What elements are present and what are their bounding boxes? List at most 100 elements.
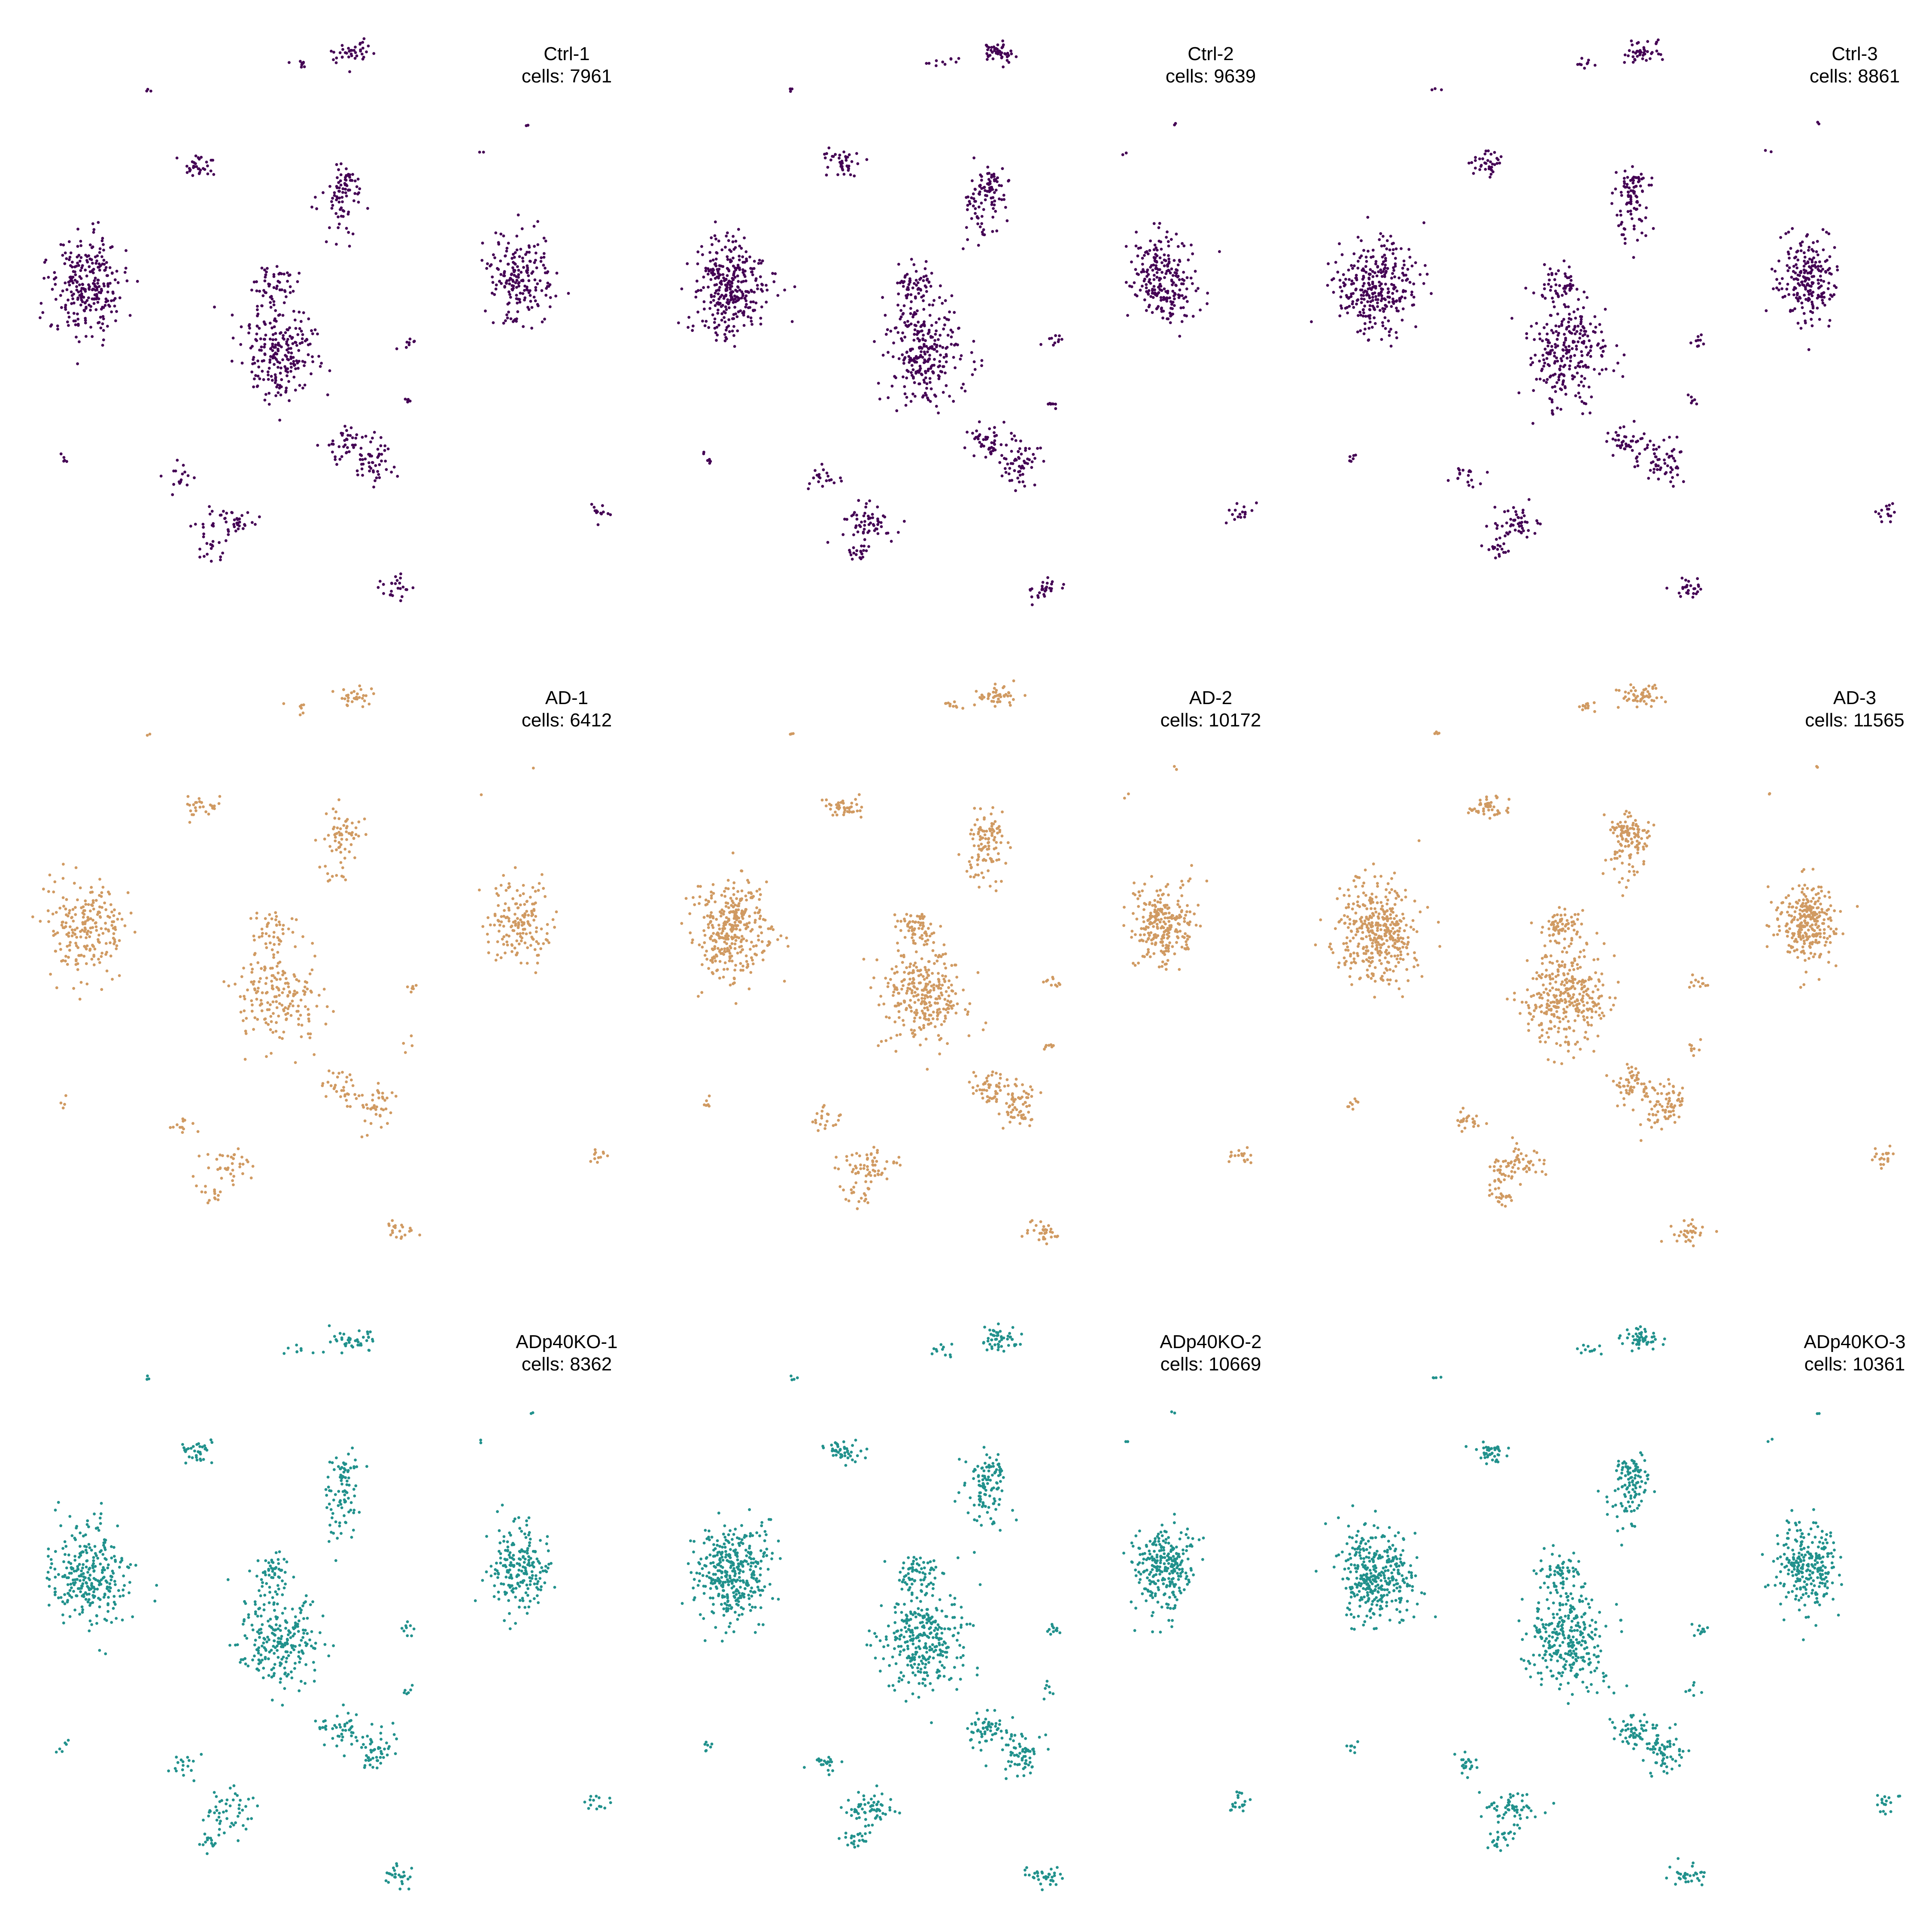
cell-point [729, 260, 732, 264]
cell-point [1049, 589, 1053, 592]
cell-point [345, 1099, 348, 1102]
cell-point [1551, 409, 1554, 412]
cell-point [691, 329, 694, 332]
cell-point [502, 322, 505, 325]
cell-point [1406, 267, 1410, 271]
cell-point [512, 252, 515, 256]
cell-point [547, 285, 550, 288]
cell-point [290, 917, 294, 920]
cell-point [1380, 290, 1383, 293]
cell-point [358, 187, 361, 190]
cell-point [1045, 581, 1049, 585]
cell-point [828, 479, 831, 482]
cell-point [328, 845, 331, 848]
cell-point [66, 914, 70, 917]
cell-point [926, 277, 929, 281]
cell-point [1367, 327, 1371, 330]
cell-point [331, 197, 334, 200]
cell-point [1371, 292, 1375, 296]
cell-point [337, 841, 341, 844]
cell-point [1626, 176, 1629, 179]
cell-point [759, 261, 763, 265]
cell-point [296, 333, 300, 336]
cell-point [267, 367, 271, 370]
cell-point [496, 940, 499, 943]
cell-point [1513, 529, 1517, 532]
cell-point [74, 323, 77, 326]
cell-point [1583, 333, 1586, 336]
cell-point [91, 944, 94, 947]
cell-point [978, 420, 981, 423]
cell-point [711, 956, 714, 960]
cell-point [1684, 578, 1687, 582]
cell-point [876, 505, 879, 509]
cell-point [1551, 297, 1554, 300]
cell-point [183, 471, 186, 474]
cell-point [1622, 233, 1625, 236]
cell-point [260, 1009, 264, 1012]
cell-point [1670, 454, 1674, 458]
cell-point [904, 404, 908, 407]
cell-point [722, 975, 725, 979]
cell-point [275, 978, 278, 981]
cell-point [1632, 227, 1636, 231]
umap-panel: Ctrl-2 cells: 9639 [644, 0, 1288, 644]
cell-point [1495, 527, 1499, 530]
cell-point [286, 271, 289, 274]
cell-point [391, 1229, 394, 1232]
cell-point [1170, 303, 1173, 306]
cell-point [286, 371, 289, 374]
cell-point [345, 52, 348, 55]
cell-point [1623, 242, 1627, 245]
cell-point [1183, 314, 1186, 317]
cell-point [1149, 266, 1152, 269]
cell-point [335, 874, 338, 877]
cell-point [148, 732, 152, 736]
cell-point [1557, 378, 1561, 382]
cell-point [1671, 468, 1674, 471]
cell-point [991, 57, 995, 61]
cell-point [1365, 260, 1368, 263]
cell-point [1546, 332, 1549, 336]
cell-point [1241, 510, 1244, 513]
cell-point [1514, 510, 1517, 513]
cell-point [516, 926, 520, 930]
cell-point [525, 932, 528, 936]
cell-point [1391, 272, 1394, 275]
cell-point [62, 243, 65, 246]
cell-point [1638, 204, 1641, 207]
cell-point [491, 281, 495, 284]
cell-point [97, 911, 100, 914]
cell-point [508, 293, 511, 296]
cell-point [1643, 52, 1646, 56]
cell-point [109, 954, 112, 958]
cell-point [314, 838, 317, 842]
cell-point [92, 302, 96, 305]
cell-point [740, 246, 743, 250]
cell-point [309, 989, 313, 993]
cell-point [91, 335, 94, 338]
cell-point [1136, 254, 1139, 258]
cell-point [972, 197, 975, 200]
cell-point [730, 285, 733, 288]
cell-point [1142, 268, 1145, 271]
cell-point [977, 205, 981, 209]
cell-point [337, 186, 341, 189]
cell-point [234, 982, 237, 986]
cell-point [1368, 273, 1371, 276]
cell-point [1043, 595, 1046, 598]
cell-point [1545, 351, 1549, 355]
cell-point [193, 476, 196, 480]
cell-point [269, 1015, 273, 1018]
cell-point [79, 256, 83, 259]
cell-point [491, 292, 494, 295]
cell-point [337, 846, 340, 849]
cell-point [735, 936, 738, 939]
cell-point [970, 196, 973, 200]
cell-point [523, 913, 527, 917]
cell-point [497, 243, 501, 246]
cell-point [743, 923, 746, 927]
cell-point [857, 499, 860, 502]
cell-point [213, 804, 216, 808]
cell-point [252, 934, 255, 938]
